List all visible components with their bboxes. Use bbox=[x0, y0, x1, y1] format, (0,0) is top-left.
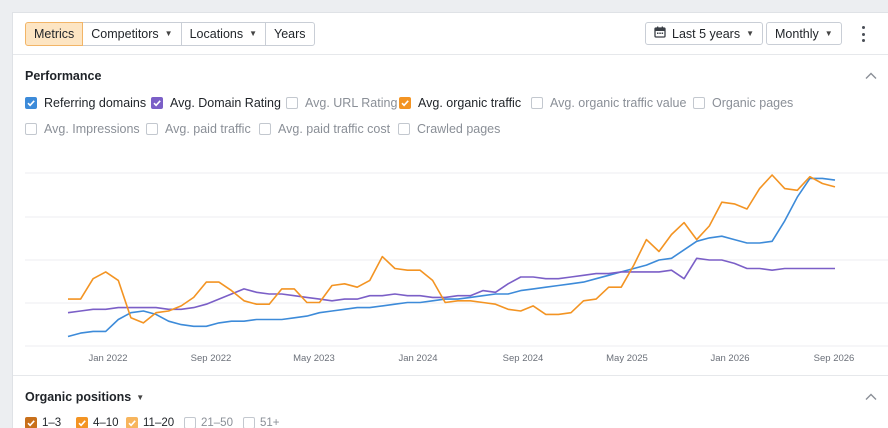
checkbox-checked-icon[interactable] bbox=[25, 97, 37, 109]
position-bucket-checkbox[interactable]: 51+ bbox=[243, 417, 280, 428]
metric-checkbox[interactable]: Referring domains bbox=[25, 96, 146, 110]
bucket-label: 11–20 bbox=[143, 417, 175, 428]
x-tick-label: May 2023 bbox=[293, 353, 335, 364]
calendar-icon bbox=[654, 26, 666, 41]
date-range-dropdown[interactable]: Last 5 years ▼ bbox=[645, 22, 764, 45]
checkbox-unchecked-icon[interactable] bbox=[25, 123, 37, 135]
kebab-vertical-icon[interactable] bbox=[861, 26, 865, 42]
position-bucket-checkbox[interactable]: 4–10 bbox=[76, 417, 119, 428]
chevron-down-icon: ▼ bbox=[824, 29, 833, 38]
position-bucket-checkbox[interactable]: 11–20 bbox=[126, 417, 174, 428]
chevron-up-icon[interactable] bbox=[865, 393, 877, 401]
metric-checkbox[interactable]: Avg. organic traffic value bbox=[531, 96, 686, 110]
metric-label: Avg. organic traffic bbox=[418, 96, 522, 110]
bucket-label: 21–50 bbox=[201, 417, 233, 428]
bucket-label: 1–3 bbox=[42, 417, 62, 428]
metric-label: Organic pages bbox=[712, 96, 794, 110]
tab-metrics[interactable]: Metrics bbox=[25, 22, 84, 46]
tab-label: Metrics bbox=[34, 27, 75, 41]
chevron-down-icon: ▼ bbox=[746, 29, 755, 38]
position-bucket-checkbox[interactable]: 1–3 bbox=[25, 417, 61, 428]
x-tick-label: Sep 2024 bbox=[503, 353, 544, 364]
tab-label: Competitors bbox=[91, 27, 159, 41]
checkbox-checked-icon[interactable] bbox=[126, 417, 138, 428]
metric-checkbox[interactable]: Organic pages bbox=[693, 96, 793, 110]
tab-label: Years bbox=[274, 27, 306, 41]
granularity-label: Monthly bbox=[775, 26, 819, 41]
x-tick-label: Jan 2024 bbox=[398, 353, 437, 364]
x-tick-label: Sep 2022 bbox=[191, 353, 232, 364]
metric-label: Avg. Impressions bbox=[44, 122, 140, 136]
checkbox-unchecked-icon[interactable] bbox=[286, 97, 298, 109]
checkbox-checked-icon[interactable] bbox=[76, 417, 88, 428]
series-line-referring-domains[interactable] bbox=[67, 177, 836, 338]
checkbox-unchecked-icon[interactable] bbox=[243, 417, 255, 428]
chevron-down-icon: ▼ bbox=[164, 29, 173, 38]
checkbox-unchecked-icon[interactable] bbox=[693, 97, 705, 109]
metric-label: Avg. organic traffic value bbox=[550, 96, 687, 110]
metric-checkbox[interactable]: Avg. Domain Rating bbox=[151, 96, 281, 110]
locations-dropdown[interactable]: Locations ▼ bbox=[180, 22, 267, 46]
x-tick-label: Jan 2022 bbox=[88, 353, 127, 364]
metric-label: Referring domains bbox=[44, 96, 147, 110]
checkbox-checked-icon[interactable] bbox=[151, 97, 163, 109]
metric-checkbox[interactable]: Avg. paid traffic cost bbox=[259, 122, 390, 136]
chevron-down-icon: ▼ bbox=[136, 392, 145, 402]
x-tick-label: Sep 2026 bbox=[814, 353, 855, 364]
competitors-dropdown[interactable]: Competitors ▼ bbox=[82, 22, 182, 46]
series-line-avg-domain-rating[interactable] bbox=[67, 257, 835, 314]
performance-line-chart[interactable]: Jan 2022 Sep 2022 May 2023 Jan 2024 Sep 2024… bbox=[13, 163, 888, 375]
metric-checkbox[interactable]: Avg. organic traffic bbox=[399, 96, 521, 110]
series-line-avg-organic-traffic[interactable] bbox=[68, 174, 836, 324]
tab-years[interactable]: Years bbox=[265, 22, 315, 46]
metric-checkbox[interactable]: Avg. URL Rating bbox=[286, 96, 397, 110]
metric-checkbox[interactable]: Avg. Impressions bbox=[25, 122, 140, 136]
checkbox-checked-icon[interactable] bbox=[25, 417, 37, 428]
performance-title: Performance bbox=[25, 69, 101, 83]
chevron-down-icon: ▼ bbox=[249, 29, 258, 38]
organic-positions-dropdown[interactable]: Organic positions ▼ bbox=[25, 390, 144, 404]
site-explorer-card: Metrics Competitors ▼ Locations ▼ Years La… bbox=[12, 12, 888, 428]
metric-label: Crawled pages bbox=[417, 122, 501, 136]
granularity-dropdown[interactable]: Monthly ▼ bbox=[766, 22, 842, 45]
bucket-label: 51+ bbox=[260, 417, 280, 428]
metric-checkbox[interactable]: Crawled pages bbox=[398, 122, 500, 136]
view-tabs: Metrics Competitors ▼ Locations ▼ Years bbox=[25, 22, 315, 46]
metric-label: Avg. paid traffic bbox=[165, 122, 251, 136]
chevron-up-icon[interactable] bbox=[865, 72, 877, 80]
bucket-label: 4–10 bbox=[93, 417, 119, 428]
position-bucket-checkbox[interactable]: 21–50 bbox=[184, 417, 233, 428]
checkbox-unchecked-icon[interactable] bbox=[146, 123, 158, 135]
organic-positions-title: Organic positions bbox=[25, 390, 132, 404]
metric-label: Avg. Domain Rating bbox=[170, 96, 281, 110]
metric-checkbox[interactable]: Avg. paid traffic bbox=[146, 122, 251, 136]
x-tick-label: Jan 2026 bbox=[710, 353, 749, 364]
checkbox-checked-icon[interactable] bbox=[399, 97, 411, 109]
checkbox-unchecked-icon[interactable] bbox=[259, 123, 271, 135]
performance-title-text: Performance bbox=[25, 69, 102, 83]
checkbox-unchecked-icon[interactable] bbox=[398, 123, 410, 135]
checkbox-unchecked-icon[interactable] bbox=[184, 417, 196, 428]
chart-toolbar: Metrics Competitors ▼ Locations ▼ Years La… bbox=[13, 13, 888, 55]
section-divider bbox=[13, 375, 888, 376]
metric-label: Avg. URL Rating bbox=[305, 96, 398, 110]
metric-label: Avg. paid traffic cost bbox=[278, 122, 391, 136]
date-range-label: Last 5 years bbox=[672, 26, 741, 41]
checkbox-unchecked-icon[interactable] bbox=[531, 97, 543, 109]
tab-label: Locations bbox=[189, 27, 244, 41]
x-tick-label: May 2025 bbox=[606, 353, 648, 364]
